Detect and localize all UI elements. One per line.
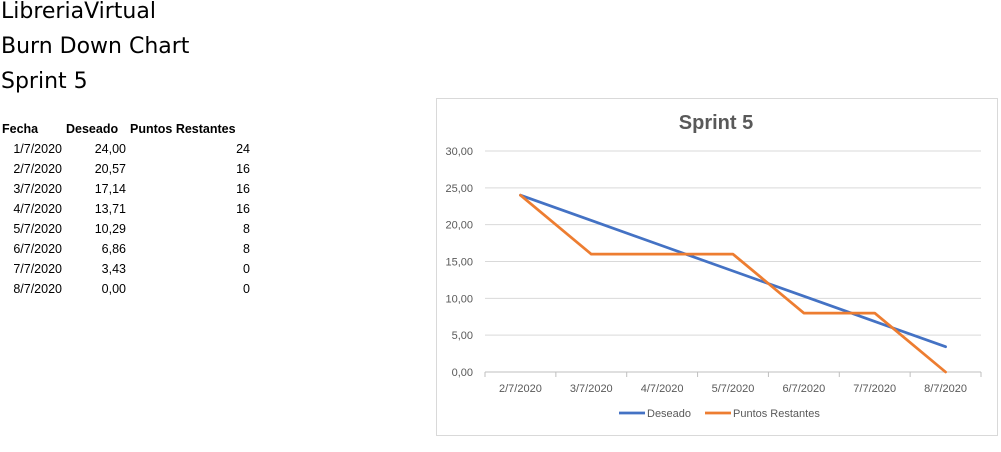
data-table: Fecha Deseado Puntos Restantes 1/7/2020 2…	[0, 119, 252, 299]
x-tick-label: 6/7/2020	[782, 383, 825, 395]
cell-deseado: 24,00	[94, 142, 126, 156]
y-tick-label: 0,00	[452, 367, 473, 379]
header-fecha: Fecha	[2, 122, 39, 136]
cell-deseado: 13,71	[94, 202, 126, 216]
cell-fecha: 5/7/2020	[13, 222, 62, 236]
x-tick-label: 7/7/2020	[853, 383, 896, 395]
cell-puntos: 0	[243, 282, 250, 296]
cell-deseado: 10,29	[94, 222, 126, 236]
legend-label: Puntos Restantes	[733, 408, 820, 420]
cell-fecha: 3/7/2020	[13, 182, 62, 196]
cell-fecha: 1/7/2020	[13, 142, 62, 156]
header-puntos: Puntos Restantes	[130, 122, 236, 136]
table-row: 5/7/2020 10,29 8	[0, 219, 252, 239]
x-tick-label: 5/7/2020	[712, 383, 755, 395]
table-row: 4/7/2020 13,71 16	[0, 199, 252, 219]
cell-puntos: 0	[243, 262, 250, 276]
cell-deseado: 20,57	[94, 162, 126, 176]
cell-fecha: 6/7/2020	[13, 242, 62, 256]
cell-deseado: 17,14	[94, 182, 126, 196]
cell-deseado: 6,86	[101, 242, 126, 256]
y-tick-label: 20,00	[445, 220, 473, 232]
y-tick-label: 30,00	[445, 146, 473, 158]
series-line-deseado[interactable]	[519, 193, 947, 349]
x-tick-label: 4/7/2020	[641, 383, 684, 395]
y-tick-label: 5,00	[452, 330, 473, 342]
sheet-subtitle: Burn Down Chart	[1, 34, 190, 59]
burn-down-chart: Sprint 5 0,00 5,00 10,00 15,00 20,00 25,00 30,…	[445, 112, 982, 420]
sheet-title: LibreriaVirtual	[1, 0, 156, 24]
y-tick-label: 25,00	[445, 183, 473, 195]
table-header-row: Fecha Deseado Puntos Restantes	[0, 119, 252, 139]
cell-deseado: 0,00	[101, 282, 126, 296]
x-tick-label: 2/7/2020	[499, 383, 542, 395]
sheet-sprint-label: Sprint 5	[1, 69, 88, 94]
cell-puntos: 16	[236, 202, 250, 216]
cell-puntos: 24	[236, 142, 250, 156]
header-deseado: Deseado	[66, 122, 119, 136]
cell-puntos: 8	[243, 242, 250, 256]
chart-title: Sprint 5	[679, 112, 753, 134]
y-tick-label: 10,00	[445, 293, 473, 305]
series-line-puntos-restantes[interactable]	[519, 193, 947, 374]
table-row: 7/7/2020 3,43 0	[0, 259, 252, 279]
chart-container[interactable]: Sprint 5 0,00 5,00 10,00 15,00 20,00 25,00 30,…	[436, 98, 998, 436]
cell-puntos: 8	[243, 222, 250, 236]
x-tick-label: 3/7/2020	[570, 383, 613, 395]
table-row: 2/7/2020 20,57 16	[0, 159, 252, 179]
cell-fecha: 7/7/2020	[13, 262, 62, 276]
table-row: 1/7/2020 24,00 24	[0, 139, 252, 159]
table-row: 3/7/2020 17,14 16	[0, 179, 252, 199]
legend-label: Deseado	[647, 408, 691, 420]
y-tick-label: 15,00	[445, 257, 473, 269]
cell-fecha: 8/7/2020	[13, 282, 62, 296]
table-row: 6/7/2020 6,86 8	[0, 239, 252, 259]
cell-deseado: 3,43	[101, 262, 126, 276]
cell-puntos: 16	[236, 182, 250, 196]
table-row: 8/7/2020 0,00 0	[0, 279, 252, 299]
cell-puntos: 16	[236, 162, 250, 176]
cell-fecha: 2/7/2020	[13, 162, 62, 176]
cell-fecha: 4/7/2020	[13, 202, 62, 216]
x-tick-label: 8/7/2020	[924, 383, 967, 395]
